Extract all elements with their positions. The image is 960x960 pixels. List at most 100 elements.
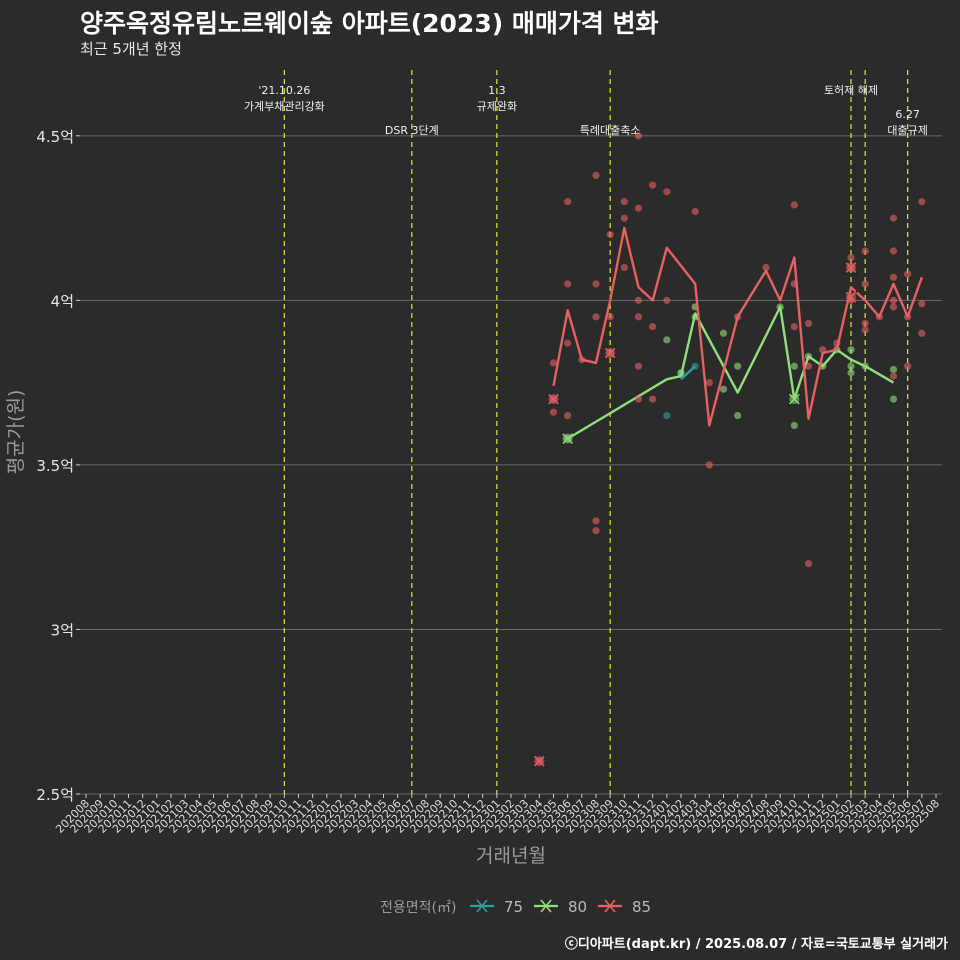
data-point (889, 247, 898, 255)
series-layer (532, 132, 926, 768)
legend-item-75: 75 (470, 898, 523, 916)
y-tick-label: 4.5억 (36, 128, 74, 146)
data-point (620, 198, 628, 206)
cross-marker (546, 392, 561, 406)
data-point (649, 323, 657, 331)
grid-layer (80, 135, 942, 795)
data-point (620, 263, 628, 272)
data-point (592, 313, 600, 321)
cross-marker (561, 432, 575, 446)
data-point (889, 395, 898, 403)
legend-item-85: 85 (598, 898, 651, 916)
data-point (691, 207, 699, 216)
event-label: 특례대출축소 (580, 124, 641, 137)
event-label: '21.10.26 (258, 84, 310, 97)
data-point (889, 273, 898, 281)
data-point (649, 395, 657, 403)
data-point (592, 280, 600, 288)
data-point (861, 326, 869, 334)
legend-label: 80 (568, 898, 587, 916)
data-point (889, 296, 898, 304)
data-point (861, 319, 869, 327)
data-point (649, 181, 657, 189)
legend-swatch-cross (604, 899, 616, 913)
data-point (564, 198, 572, 206)
data-point (804, 362, 813, 370)
data-point (734, 362, 742, 370)
event-label: 1.3 (488, 84, 506, 97)
cross-stroke (845, 291, 857, 303)
data-point (634, 362, 643, 370)
data-point (790, 421, 798, 430)
y-tick-label: 3.5억 (36, 457, 74, 475)
data-point (861, 247, 869, 255)
legend: 전용면적(㎡) 75 80 85 (380, 898, 651, 916)
data-point (847, 253, 855, 262)
legend-item-80: 80 (534, 898, 587, 916)
data-point (564, 339, 572, 347)
data-point (549, 408, 558, 416)
chart-subtitle: 최근 5개년 한정 (80, 40, 182, 58)
legend-title: 전용면적(㎡) (380, 900, 456, 916)
cross-stroke (788, 393, 800, 405)
legend-swatch-cross (540, 899, 552, 913)
data-point (734, 411, 742, 420)
data-point (918, 198, 926, 206)
event-label: 대출규제 (887, 124, 927, 137)
chart-title: 양주옥정유림노르웨이숲 아파트(2023) 매매가격 변화 (80, 9, 659, 38)
data-point (889, 372, 898, 380)
data-point (719, 329, 728, 337)
data-point (889, 365, 898, 374)
data-point (620, 214, 628, 222)
data-point (592, 171, 600, 179)
data-point (705, 461, 713, 469)
data-point (634, 296, 643, 304)
data-point (847, 346, 855, 354)
data-point (564, 411, 572, 420)
data-point (904, 270, 912, 278)
data-point (762, 263, 770, 272)
data-point (634, 313, 643, 321)
cross-marker (787, 392, 801, 406)
data-point (564, 280, 572, 288)
legend-swatch-cross (476, 899, 488, 913)
data-point (918, 300, 926, 308)
event-label: 토허제 해제 (824, 83, 878, 97)
data-point (861, 280, 869, 288)
series-line (680, 365, 697, 381)
data-point (592, 517, 600, 525)
data-point (847, 369, 855, 377)
x-axis-title: 거래년월 (476, 845, 546, 867)
data-point (790, 201, 798, 209)
data-point (790, 362, 798, 370)
data-point (904, 362, 912, 370)
cross-stroke (533, 755, 545, 767)
cross-stroke (845, 261, 857, 273)
axis-layer: 2.5억3억3.5억4억4.5억202008202009202010202011… (5, 128, 942, 867)
legend-label: 85 (632, 898, 651, 916)
data-point (889, 303, 898, 311)
y-axis-title: 평균가(원) (5, 390, 27, 475)
y-tick-label: 3억 (51, 621, 74, 639)
data-point (663, 336, 671, 344)
cross-marker (844, 290, 858, 304)
series-85 (532, 132, 926, 768)
data-point (719, 385, 728, 393)
cross-stroke (548, 393, 559, 405)
series-line (567, 305, 895, 440)
legend-label: 75 (504, 898, 523, 916)
data-point (847, 362, 855, 370)
data-point (804, 319, 813, 327)
cross-stroke (604, 347, 616, 359)
data-point (663, 188, 671, 196)
series-line (552, 226, 923, 427)
event-label: 규제완화 (477, 100, 517, 113)
data-point (663, 296, 671, 304)
data-point (634, 132, 643, 140)
data-point (918, 329, 926, 337)
source-caption: ⓒ디아파트(dapt.kr) / 2025.08.07 / 자료=국토교통부 실… (564, 937, 948, 952)
data-point (634, 204, 643, 212)
data-point (592, 527, 600, 535)
